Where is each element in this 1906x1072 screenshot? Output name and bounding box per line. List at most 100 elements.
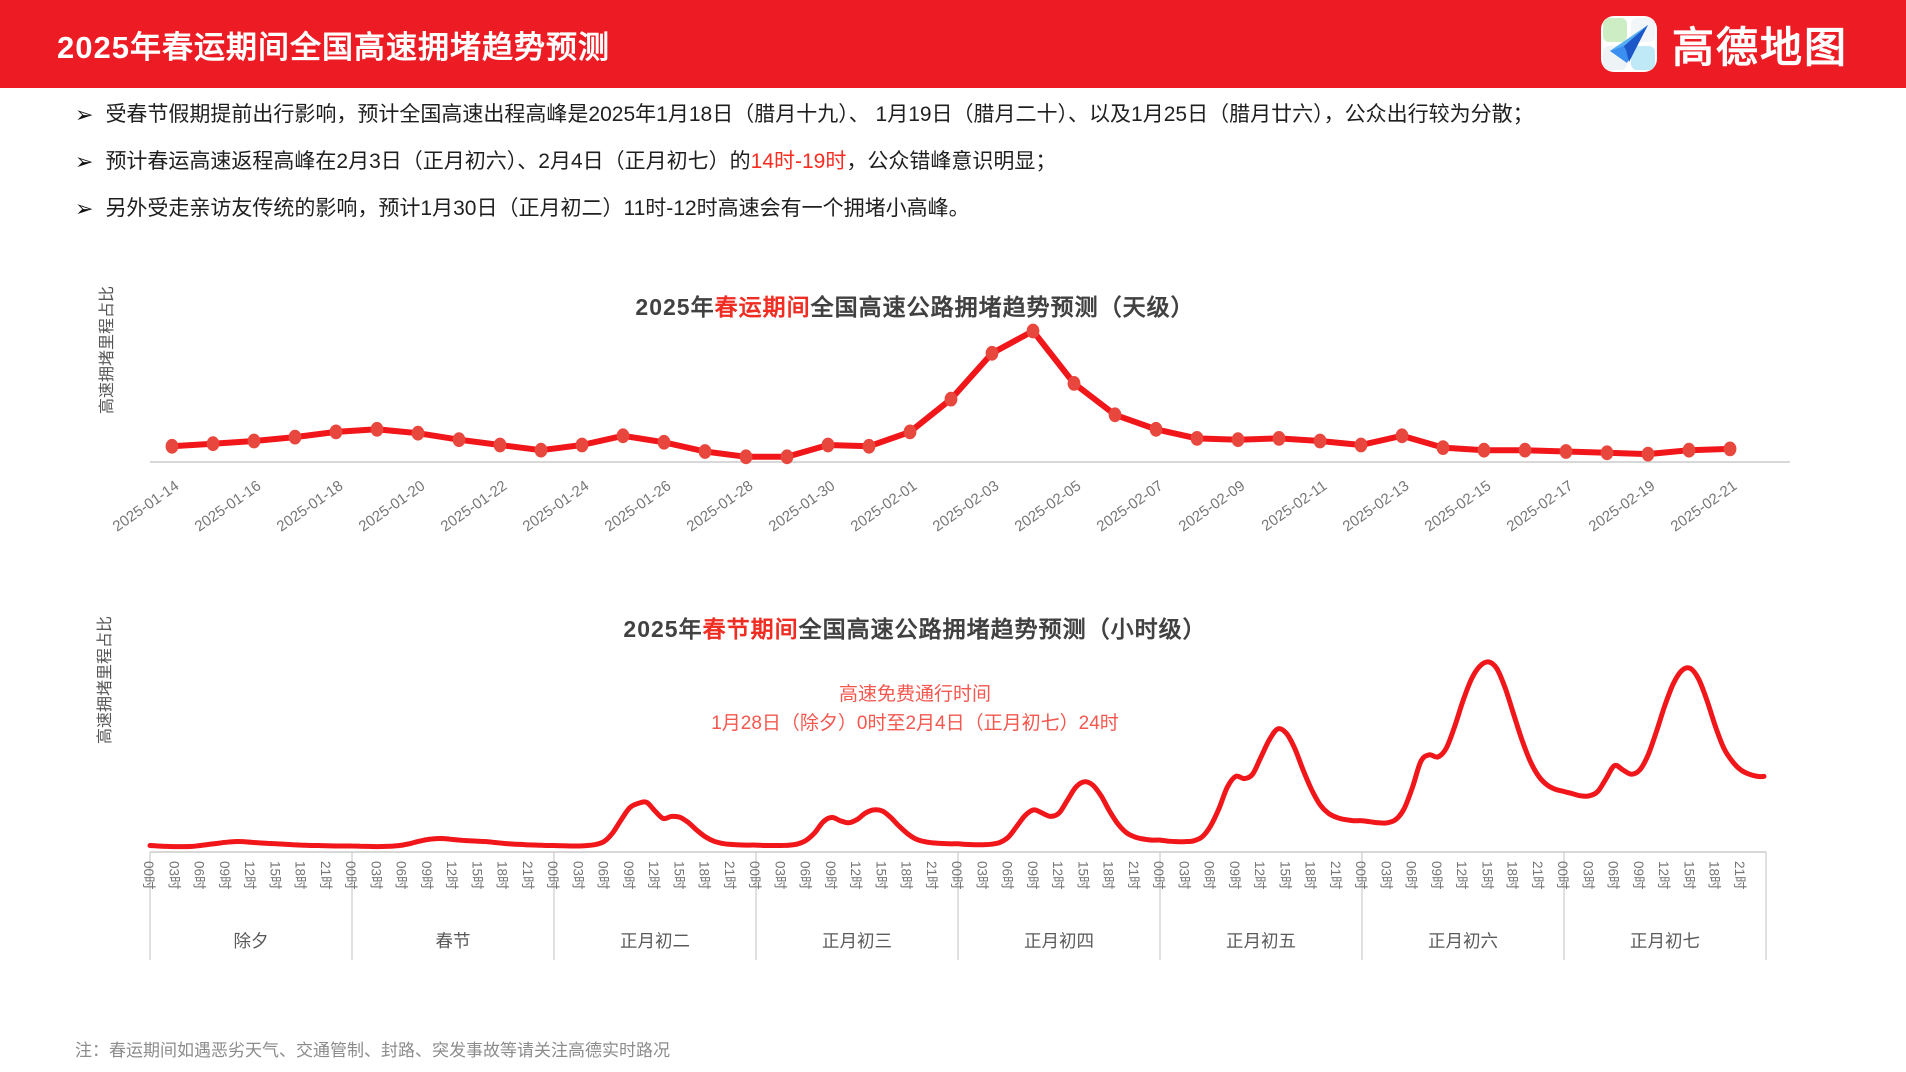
chart1-data-point [575, 437, 589, 453]
chart2-day-label: 正月初二 [620, 931, 690, 951]
chart2-hour-tick-label: 00时 [1555, 861, 1570, 890]
chart2-hour-tick-label: 15时 [469, 861, 484, 890]
brand-name: 高德地图 [1671, 23, 1848, 71]
chart2-hour-tick-label: 21时 [1328, 861, 1343, 890]
text-segment: 2025年 [635, 294, 715, 320]
chart1-data-point [1518, 442, 1532, 458]
bullet-item: ➢ 受春节假期提前出行影响，预计全国高速出程高峰是2025年1月18日（腊月十九… [75, 100, 1835, 147]
text-segment: ，公众错峰意识明显； [846, 150, 1057, 173]
chart2-hour-tick-label: 00时 [1151, 861, 1166, 890]
chart1-data-point [1600, 445, 1614, 461]
bullet-text: 预计春运高速返程高峰在2月3日（正月初六）、2月4日（正月初七）的14时-19时… [105, 147, 1056, 177]
chart1-data-point [493, 437, 507, 453]
chart2-hour-tick-label: 15时 [671, 861, 686, 890]
chart2-day-label: 正月初四 [1024, 931, 1094, 951]
chart2-hour-tick-label: 15时 [1277, 861, 1292, 890]
amap-app-icon [1600, 16, 1657, 72]
text-segment: 另外受走亲访友传统的影响，预计1月30日（正月初二）11时-12时高速会有一个拥… [105, 197, 970, 220]
chart2-hour-tick-label: 03时 [1176, 861, 1191, 890]
chart1-data-point [1108, 407, 1122, 423]
chart2-hour-tick-label: 00时 [141, 861, 156, 890]
chart2-hour-tick-label: 18时 [495, 861, 510, 890]
chart2-day-label: 除夕 [234, 931, 269, 951]
chart1-data-point [862, 438, 876, 454]
chart2-hour-tick-label: 03时 [1378, 861, 1393, 890]
chart2-hour-tick-label: 12时 [1656, 861, 1671, 890]
chart1-data-point [698, 444, 712, 459]
chart2-hour-tick-label: 00时 [545, 861, 560, 890]
chart2-hour-tick-label: 00时 [1353, 861, 1368, 890]
chart1-data-point [1395, 428, 1409, 444]
chart2-hour-tick-label: 21时 [1126, 861, 1141, 890]
chart2-hour-tick-label: 03时 [368, 861, 383, 890]
chart2-hour-tick-label: 06时 [798, 861, 813, 890]
chart2-hour-tick-label: 09时 [1631, 861, 1646, 890]
chart2-hour-tick-label: 15时 [1075, 861, 1090, 890]
header-bar: 2025年春运期间全国高速拥堵趋势预测 高德地图 [0, 0, 1906, 88]
chart2-hour-tick-label: 18时 [293, 861, 308, 890]
chart2-hour-tick-label: 03时 [974, 861, 989, 890]
chart2-hour-tick-label: 03时 [772, 861, 787, 890]
chart2-hour-tick-label: 12时 [1252, 861, 1267, 890]
arrow-icon: ➢ [75, 102, 94, 127]
chart1-data-point [1641, 446, 1655, 462]
chart2-hour-tick-label: 21时 [520, 861, 535, 890]
chart1-data-point [411, 425, 425, 441]
chart2-day-label: 正月初六 [1428, 931, 1498, 951]
chart2-hour-tick-label: 09时 [1025, 861, 1040, 890]
annotation-line-2: 1月28日（除夕）0时至2月4日（正月初七）24时 [711, 713, 1119, 734]
chart2-hour-tick-label: 09时 [419, 861, 434, 890]
chart2-hour-tick-label: 09时 [217, 861, 232, 890]
chart1-data-point [1723, 441, 1737, 457]
chart2-hour-tick-label: 21时 [924, 861, 939, 890]
chart2-hour-tick-label: 15时 [1681, 861, 1696, 890]
chart2-hour-tick-label: 06时 [1404, 861, 1419, 890]
free-pass-annotation: 高速免费通行时间 1月28日（除夕）0时至2月4日（正月初七）24时 [0, 680, 1830, 738]
text-segment: 2025年 [623, 616, 703, 642]
chart2-trend-curve [147, 659, 1767, 850]
chart1-data-point [739, 449, 753, 465]
arrow-icon: ➢ [75, 196, 94, 221]
footer-note: 注：春运期间如遇恶劣天气、交通管制、封路、突发事故等请关注高德实时路况 [75, 1041, 670, 1060]
chart1-data-point [452, 432, 466, 448]
chart1-data-point [288, 429, 302, 445]
chart2-hour-tick-label: 15时 [267, 861, 282, 890]
chart1-data-point [247, 433, 261, 449]
text-segment: 全国高速公路拥堵趋势预测（小时级） [798, 616, 1207, 642]
chart2-hour-tick-label: 00时 [949, 861, 964, 890]
chart1-data-point [329, 424, 343, 440]
chart2-ylabel: 高速拥堵里程占比 [96, 616, 114, 744]
chart1-data-point [1190, 431, 1204, 446]
chart1-data-point [657, 434, 671, 450]
chart2-day-label: 正月初五 [1226, 931, 1296, 951]
annotation-line-1: 高速免费通行时间 [838, 684, 991, 705]
chart2-hour-tick-label: 09时 [1227, 861, 1242, 890]
chart1-data-point [1067, 376, 1081, 391]
chart2-hour-tick-label: 21时 [722, 861, 737, 890]
chart1-data-point [1272, 431, 1286, 446]
chart1-data-point [165, 438, 179, 454]
chart1-data-point [903, 424, 917, 440]
chart1-data-point [1477, 442, 1491, 458]
chart2-hour-tick-label: 18时 [697, 861, 712, 890]
chart2-day-label: 春节 [436, 931, 471, 951]
chart2-hour-tick-label: 09时 [823, 861, 838, 890]
summary-bullets: ➢ 受春节假期提前出行影响，预计全国高速出程高峰是2025年1月18日（腊月十九… [75, 100, 1835, 241]
chart2-hour-tick-label: 21时 [1530, 861, 1545, 890]
chart2-hour-tick-label: 18时 [1505, 861, 1520, 890]
chart2-hour-tick-label: 15时 [1479, 861, 1494, 890]
text-segment: 受春节假期提前出行影响，预计全国高速出程高峰是2025年1月18日（腊月十九）、… [105, 103, 1534, 126]
chart1-data-point [780, 449, 794, 465]
chart2-hour-tick-label: 00时 [343, 861, 358, 890]
chart2-hour-tick-label: 12时 [848, 861, 863, 890]
bullet-item: ➢ 预计春运高速返程高峰在2月3日（正月初六）、2月4日（正月初七）的14时-1… [75, 147, 1835, 194]
chart2-hour-tick-label: 12时 [242, 861, 257, 890]
chart2-day-label: 正月初七 [1630, 931, 1700, 951]
chart1-data-point [1436, 440, 1450, 455]
bullet-item: ➢ 另外受走亲访友传统的影响，预计1月30日（正月初二）11时-12时高速会有一… [75, 194, 1835, 241]
chart2-hour-tick-label: 18时 [1101, 861, 1116, 890]
chart2-hour-tick-label: 06时 [1000, 861, 1015, 890]
text-segment: 全国高速公路拥堵趋势预测（天级） [810, 294, 1195, 320]
